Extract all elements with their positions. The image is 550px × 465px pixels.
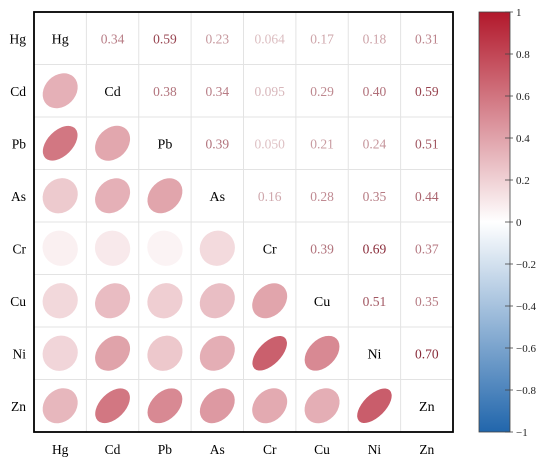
correlation-ellipse [147,335,183,371]
axis-labels: Hg Hg Cd Cd Pb Pb As As Cr Cr Cu Cu Ni Ni Zn Zn [10,31,435,457]
y-tick-label: Ni [13,346,27,361]
correlation-value: 0.51 [363,294,387,309]
correlation-ellipse [147,388,183,424]
correlation-value: 0.44 [415,189,439,204]
correlation-ellipse [304,335,340,371]
correlation-value: 0.21 [310,136,334,151]
diagonal-label: Ni [367,347,381,362]
correlation-ellipse [42,125,78,161]
x-tick-label: Zn [419,442,434,457]
correlation-ellipse [252,283,288,319]
y-tick-label: Cr [13,241,27,256]
correlation-value: 0.59 [415,84,439,99]
diagonal-label: Cu [314,295,330,310]
correlation-value: 0.17 [310,31,334,46]
x-tick-label: Hg [52,442,69,457]
correlation-value: 0.16 [258,189,282,204]
correlation-ellipse [95,283,131,319]
x-tick-label: Ni [368,442,382,457]
correlation-ellipse [252,335,287,371]
correlation-value: 0.28 [310,189,334,204]
correlation-marks: Hg 0.34 0.59 0.23 0.064 0.17 0.18 0.31 Cd 0.38 0.3… [42,31,439,424]
y-tick-label: Zn [11,399,26,414]
diagonal-label: Pb [158,137,173,152]
correlation-value: 0.39 [310,241,334,256]
correlation-value: 0.51 [415,136,439,151]
correlation-value: 0.40 [363,84,387,99]
correlation-value: 0.095 [255,84,286,99]
y-tick-label: Pb [12,136,27,151]
correlation-value: 0.050 [255,136,286,151]
correlation-ellipse [42,335,78,371]
y-tick-label: Hg [10,31,27,46]
correlation-value: 0.34 [101,31,125,46]
correlation-ellipse [357,388,392,424]
correlation-ellipse [95,125,131,161]
correlation-ellipse [42,73,78,109]
correlation-ellipse [95,388,130,424]
correlation-ellipse [94,230,131,266]
correlation-value: 0.35 [415,294,439,309]
colorbar-tick-label: −0.6 [516,343,536,355]
diagonal-label: Zn [419,400,435,415]
y-tick-label: As [11,189,26,204]
diagonal-label: Cr [263,242,277,257]
colorbar-tick-label: 0.4 [516,133,530,145]
colorbar-tick-label: 0.2 [516,175,530,187]
diagonal-label: As [210,190,226,205]
correlation-value: 0.29 [310,84,334,99]
x-tick-label: Pb [158,442,173,457]
correlation-ellipse [42,178,78,214]
correlation-ellipse [147,283,183,319]
colorbar-tick-label: −0.2 [516,259,536,271]
correlation-ellipse [95,335,131,371]
correlation-ellipse [42,388,78,424]
x-tick-label: Cu [314,442,330,457]
correlation-ellipse [42,283,78,319]
correlation-ellipse [95,178,131,214]
correlation-value: 0.37 [415,241,439,256]
diagonal-label: Hg [52,32,69,47]
colorbar-tick-label: 0.6 [516,91,530,103]
correlation-value: 0.39 [206,136,230,151]
correlation-value: 0.31 [415,31,439,46]
x-tick-label: Cd [105,442,121,457]
correlation-value: 0.69 [363,241,387,256]
correlation-ellipse [147,178,183,214]
colorbar-tick-label: 1 [516,7,522,19]
x-tick-label: As [210,442,225,457]
x-tick-label: Cr [263,442,277,457]
correlation-ellipse [199,388,235,424]
correlation-ellipse [147,230,183,266]
colorbar-tick-label: −0.4 [516,301,536,313]
correlation-ellipse [252,388,288,424]
correlation-value: 0.38 [153,84,177,99]
y-tick-label: Cu [10,294,26,309]
correlation-value: 0.24 [363,136,387,151]
colorbar: 1 0.8 0.6 0.4 0.2 0 −0.2 −0.4 −0.6 −0.8 −1 [478,7,536,439]
correlation-value: 0.59 [153,31,177,46]
y-tick-label: Cd [10,84,26,99]
correlation-ellipse [199,283,235,319]
correlation-value: 0.18 [363,31,387,46]
correlation-ellipse [42,230,78,266]
correlation-value: 0.064 [255,31,286,46]
correlation-ellipse [199,230,235,266]
correlation-value: 0.70 [415,346,439,361]
diagonal-label: Cd [104,85,120,100]
correlation-value: 0.35 [363,189,387,204]
correlation-ellipse [199,335,235,371]
plot-frame [33,11,454,433]
colorbar-tick-label: −1 [516,427,528,439]
correlation-value: 0.34 [206,84,230,99]
correlation-ellipse [304,388,340,424]
correlation-value: 0.23 [206,31,230,46]
colorbar-tick-label: 0.8 [516,49,530,61]
colorbar-bar [478,11,511,433]
colorbar-tick-label: 0 [516,217,522,229]
colorbar-tick-label: −0.8 [516,385,536,397]
cell-grid [34,12,453,432]
